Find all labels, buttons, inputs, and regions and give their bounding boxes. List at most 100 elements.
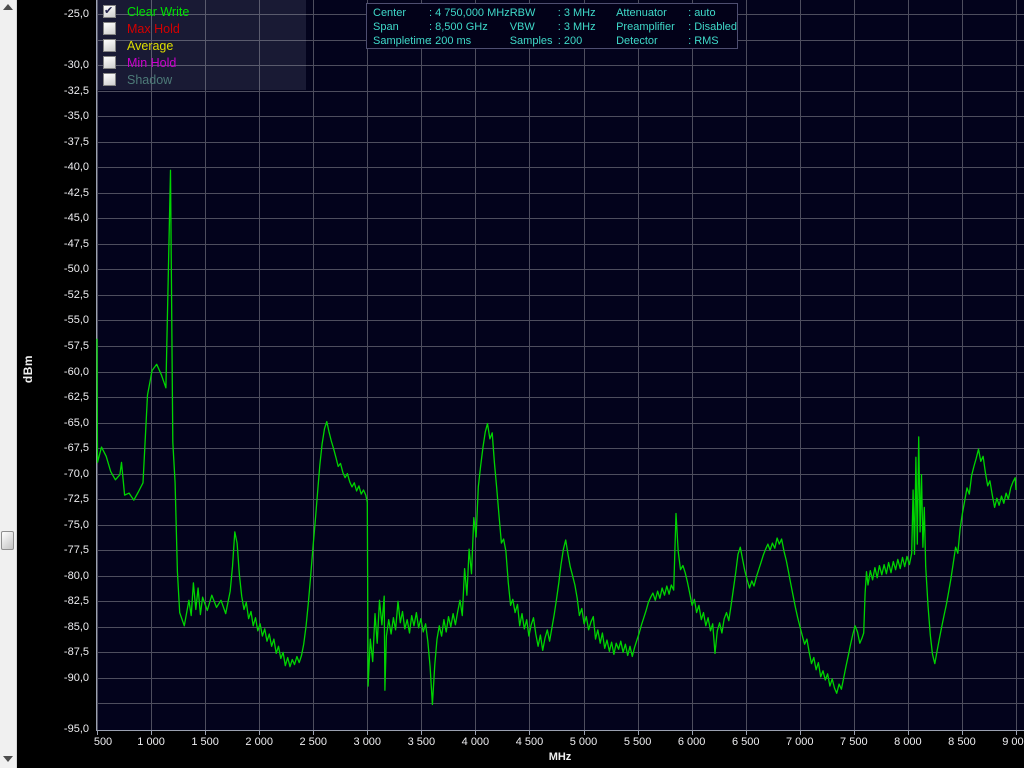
y-tick-label: -87,5	[63, 646, 89, 659]
trace-checkbox-average[interactable]	[103, 39, 116, 52]
y-tick-label: -45,0	[63, 212, 89, 225]
legend-item-min-hold[interactable]: Min Hold	[103, 54, 306, 71]
y-tick-label: -55,0	[63, 314, 89, 327]
legend-item-max-hold[interactable]: Max Hold	[103, 20, 306, 37]
y-tick-label: -35,0	[63, 110, 89, 123]
x-tick-mark	[475, 731, 476, 735]
info-row-attenuator: Attenuator: auto	[616, 7, 737, 21]
info-column-3: Attenuator: auto Preamplifier : Disabled De…	[616, 7, 737, 48]
info-label-detector: Detector	[616, 34, 658, 47]
legend-item-clear-write[interactable]: Clear Write	[103, 3, 306, 20]
y-axis-tick-labels: -25,0 -30,0 -32,5 -35,0 -37,5 -40,0 -42,5 -45,0…	[17, 0, 92, 768]
scroll-up-arrow-icon[interactable]	[3, 4, 13, 10]
legend-label-average: Average	[127, 38, 174, 53]
legend-label-shadow: Shadow	[127, 72, 173, 87]
y-tick-label: -30,0	[63, 59, 89, 72]
x-tick-label: 4 000	[461, 736, 490, 748]
x-tick-mark	[97, 731, 98, 735]
info-row-samples: Samples : 200	[510, 35, 616, 49]
info-value-preamplifier: : Disabled	[688, 20, 737, 33]
x-tick-mark	[259, 731, 260, 735]
x-tick-mark	[962, 731, 963, 735]
info-row-rbw: RBW : 3 MHz	[510, 7, 616, 21]
x-tick-mark	[584, 731, 585, 735]
scrollbar-thumb[interactable]	[1, 531, 14, 550]
trace-checkbox-clear-write[interactable]	[103, 4, 116, 18]
x-tick-mark	[800, 731, 801, 735]
x-tick-label: 8 500	[948, 736, 976, 748]
trace-checkbox-shadow[interactable]	[103, 73, 116, 86]
y-tick-label: -25,0	[63, 8, 89, 20]
spectrum-trace-clear-write	[96, 169, 1017, 706]
x-tick-mark	[205, 731, 206, 735]
y-tick-label: -32,5	[63, 84, 89, 97]
spectrum-plot-area[interactable]: Clear Write Max Hold Average Min Hold Shadow…	[96, 0, 1024, 731]
legend-label-min-hold: Min Hold	[127, 55, 177, 70]
x-tick-mark	[692, 731, 693, 735]
x-tick-mark	[313, 731, 314, 735]
x-tick-mark	[638, 731, 639, 735]
y-tick-label: -72,5	[63, 493, 89, 506]
y-tick-label: -42,5	[63, 186, 89, 199]
y-tick-label: -52,5	[63, 288, 89, 301]
info-label-preamplifier: Preamplifier	[616, 20, 675, 33]
info-label-vbw: VBW	[509, 20, 535, 33]
info-row-detector: Detector: RMS	[616, 35, 737, 49]
x-tick-label: 3 500	[407, 736, 436, 748]
y-tick-label: -60,0	[63, 365, 89, 378]
info-label-rbw: RBW	[509, 7, 536, 19]
info-value-rbw: : 3 MHz	[557, 7, 596, 19]
left-scrollbar[interactable]	[0, 0, 17, 768]
info-label-sampletime: Sampletime	[373, 34, 432, 47]
x-tick-mark	[151, 731, 152, 735]
x-tick-label: 500	[93, 736, 113, 748]
trace-checkbox-max-hold[interactable]	[103, 22, 116, 35]
info-value-span: : 8,500 GHz	[429, 20, 488, 33]
x-tick-label: 3 000	[353, 736, 382, 748]
y-tick-label: -40,0	[63, 161, 89, 174]
y-tick-label: -57,5	[63, 339, 89, 352]
scroll-down-arrow-icon[interactable]	[3, 756, 13, 762]
x-tick-mark	[854, 731, 855, 735]
info-label-samples: Samples	[509, 34, 553, 47]
legend-label-max-hold: Max Hold	[127, 21, 180, 36]
legend-item-shadow[interactable]: Shadow	[103, 71, 306, 88]
info-row-span: Span: 8,500 GHz	[373, 21, 510, 35]
y-tick-label: -85,0	[63, 620, 89, 633]
x-tick-label: 9 000	[1002, 736, 1024, 748]
info-column-2: RBW : 3 MHz VBW : 3 MHz Samples : 200	[510, 7, 616, 48]
y-tick-label: -62,5	[63, 391, 89, 404]
x-tick-mark	[746, 731, 747, 735]
x-tick-mark	[421, 731, 422, 735]
settings-info-panel: Center: 4 750,000 MHz Span: 8,500 GHz Samp…	[366, 3, 738, 49]
y-tick-label: -77,5	[63, 544, 89, 557]
x-tick-mark	[1016, 731, 1017, 735]
y-tick-label: -90,0	[63, 671, 89, 684]
info-row-center: Center: 4 750,000 MHz	[373, 7, 510, 21]
info-value-samples: : 200	[557, 34, 583, 47]
info-value-sampletime: : 200 ms	[429, 34, 472, 47]
trace-legend: Clear Write Max Hold Average Min Hold Shadow	[96, 0, 306, 90]
info-value-vbw: : 3 MHz	[557, 20, 596, 33]
info-row-preamplifier: Preamplifier : Disabled	[616, 21, 737, 35]
y-tick-label: -75,0	[63, 518, 89, 531]
x-tick-mark	[529, 731, 530, 735]
x-tick-label: 5 500	[623, 736, 652, 748]
y-tick-label: -65,0	[63, 416, 89, 429]
x-tick-label: 1 000	[137, 736, 165, 748]
info-row-vbw: VBW : 3 MHz	[510, 21, 616, 35]
legend-item-average[interactable]: Average	[103, 37, 306, 54]
x-tick-mark	[367, 731, 368, 735]
legend-label-clear-write: Clear Write	[127, 4, 190, 19]
info-label-center: Center	[373, 7, 407, 19]
info-value-attenuator: : auto	[688, 7, 716, 19]
trace-checkbox-min-hold[interactable]	[103, 56, 116, 69]
spectrum-grid-and-trace	[96, 0, 1024, 731]
y-tick-label: -47,5	[63, 237, 89, 250]
x-tick-label: 6 000	[677, 736, 706, 748]
x-tick-label: 4 500	[515, 736, 544, 748]
x-tick-label: 5 000	[569, 736, 598, 748]
y-tick-label: -80,0	[63, 569, 89, 582]
x-tick-label: 2 500	[299, 736, 327, 748]
